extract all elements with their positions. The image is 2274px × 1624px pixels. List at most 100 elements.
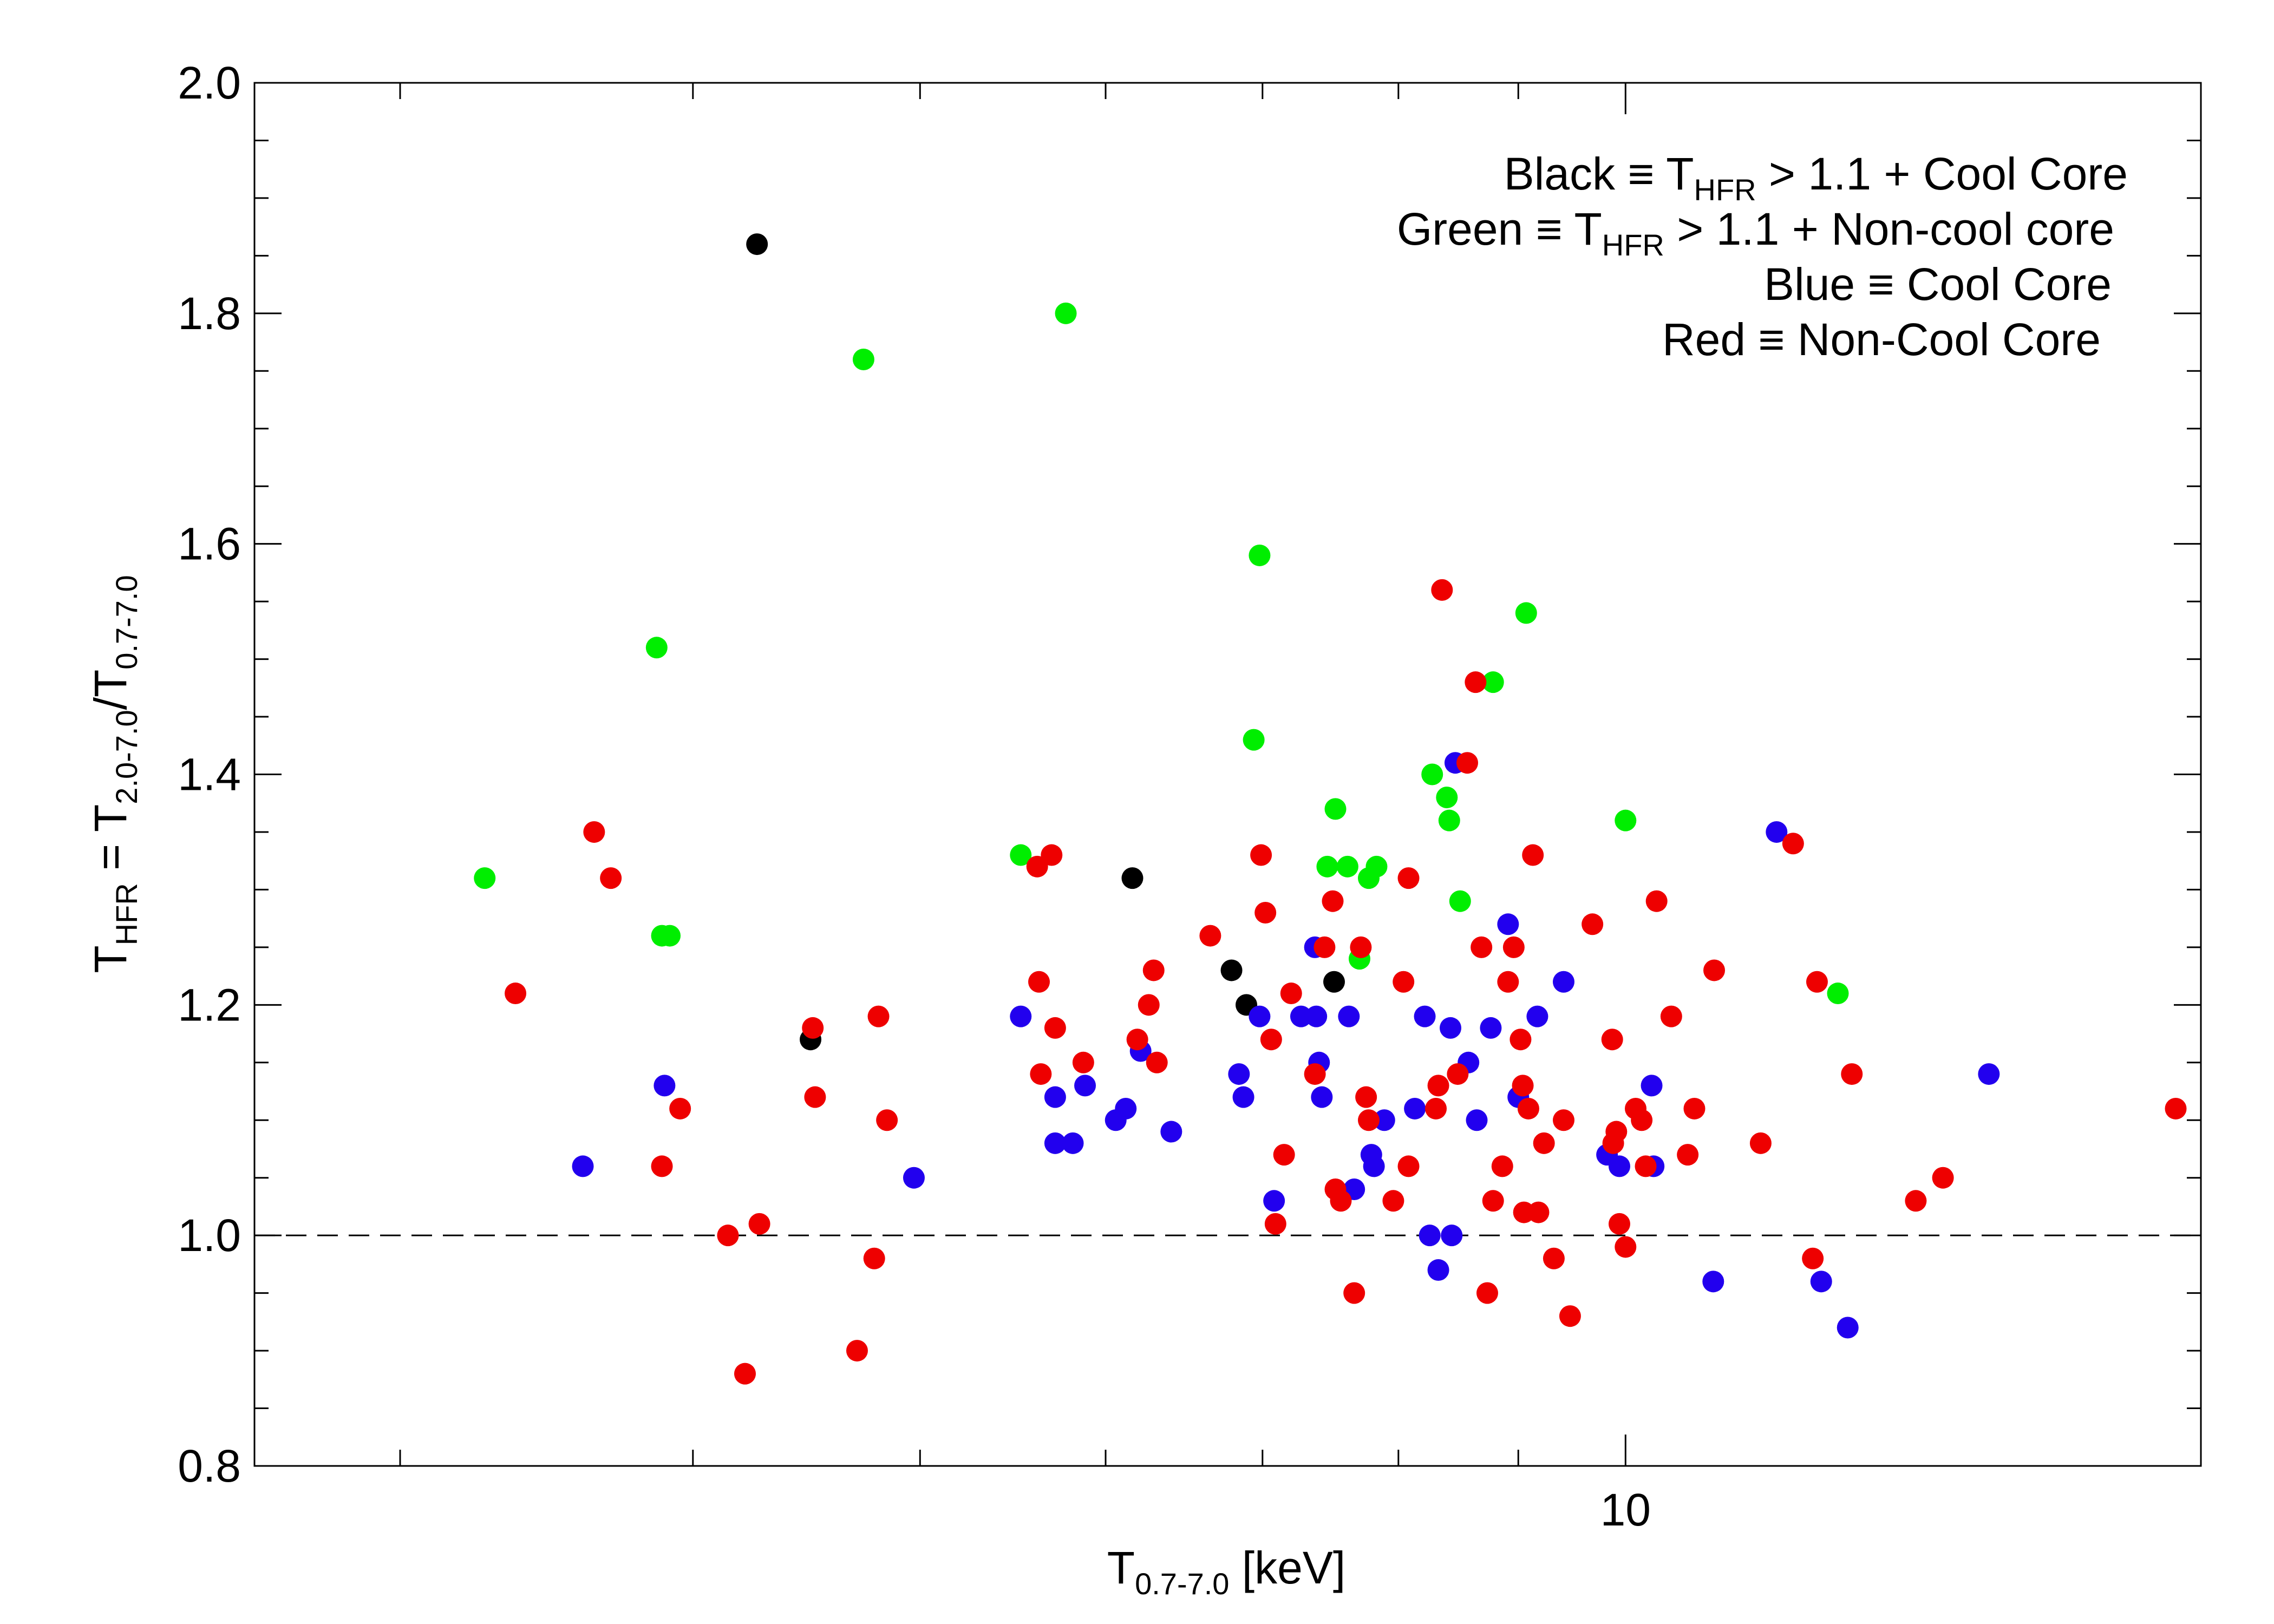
red-point (876, 1109, 898, 1131)
red-point (1456, 752, 1479, 774)
blue-point (1074, 1075, 1096, 1097)
blue-point (1404, 1097, 1426, 1119)
red-point (1932, 1167, 1954, 1189)
red-point (1026, 855, 1048, 878)
black-point (746, 233, 768, 256)
y-axis-label: THFR = T2.0-7.0/T0.7-7.0 (85, 575, 143, 973)
black-point (1323, 971, 1345, 993)
blue-point (1249, 1005, 1271, 1027)
red-point (717, 1224, 739, 1247)
red-point (1314, 936, 1336, 958)
y-tick-label: 0.8 (178, 1440, 241, 1491)
green-point (1010, 844, 1032, 866)
red-point (1393, 971, 1415, 993)
red-point (1527, 1201, 1550, 1223)
blue-point (1466, 1109, 1488, 1131)
y-tick-label: 1.4 (178, 749, 241, 800)
red-point (1635, 1155, 1657, 1177)
blue-point (1526, 1005, 1548, 1027)
red-point (1482, 1190, 1504, 1212)
green-point (1827, 983, 1849, 1005)
red-point (1280, 983, 1302, 1005)
x-axis-label: T0.7-7.0 [keV] (1107, 1542, 1345, 1601)
blue-point (1837, 1317, 1859, 1339)
red-point (867, 1005, 890, 1027)
red-point (748, 1213, 770, 1235)
blue-point (1263, 1190, 1285, 1212)
blue-point (1414, 1005, 1436, 1027)
blue-point (1228, 1063, 1250, 1085)
red-point (1476, 1282, 1498, 1304)
legend-entry: Green ≡ THFR > 1.1 + Non-cool core (1397, 204, 2114, 262)
red-point (1250, 844, 1272, 866)
red-point (1425, 1097, 1447, 1119)
blue-point (1305, 1005, 1328, 1027)
green-point (1249, 544, 1271, 566)
blue-point (1497, 913, 1519, 935)
red-point (1044, 1017, 1066, 1039)
red-point (1254, 902, 1277, 924)
red-point (1427, 1075, 1449, 1097)
red-point (1605, 1121, 1628, 1143)
red-point (1397, 1155, 1420, 1177)
red-point (505, 983, 527, 1005)
red-point (669, 1097, 691, 1119)
green-point (1336, 855, 1358, 878)
blue-point (1232, 1086, 1254, 1108)
red-point (1273, 1144, 1295, 1166)
red-point (1142, 959, 1165, 981)
red-point (1355, 1086, 1377, 1108)
red-point (583, 821, 605, 843)
red-point (1601, 1029, 1623, 1051)
blue-point (1810, 1271, 1832, 1293)
blue-point (1373, 1109, 1395, 1131)
green-point (1316, 855, 1338, 878)
red-point (1559, 1305, 1581, 1327)
red-point (734, 1363, 756, 1385)
red-point (1431, 579, 1453, 601)
red-point (651, 1155, 673, 1177)
red-point (1322, 890, 1344, 912)
blue-point (1480, 1017, 1502, 1039)
green-point (1365, 855, 1388, 878)
red-point (1543, 1247, 1565, 1269)
red-point (846, 1340, 868, 1362)
red-point (1806, 971, 1828, 993)
red-point (1138, 994, 1160, 1016)
red-point (1782, 833, 1804, 855)
red-point (1330, 1190, 1352, 1212)
legend-entry: Black ≡ THFR > 1.1 + Cool Core (1504, 148, 2128, 207)
blue-point (1363, 1155, 1385, 1177)
red-point (802, 1017, 824, 1039)
red-point (1905, 1190, 1927, 1212)
green-point (1615, 809, 1637, 831)
blue-point (1608, 1155, 1630, 1177)
blue-point (1010, 1005, 1032, 1027)
green-point (1243, 729, 1265, 751)
blue-point (1160, 1121, 1182, 1143)
green-point (1436, 787, 1458, 809)
red-point (1072, 1051, 1094, 1073)
red-point (1703, 959, 1726, 981)
red-point (1497, 971, 1519, 993)
green-point (1482, 671, 1504, 693)
green-point (1421, 763, 1443, 785)
y-tick-label: 2.0 (178, 57, 241, 108)
blue-point (1290, 1005, 1312, 1027)
blue-point (1427, 1259, 1449, 1281)
red-point (1350, 936, 1372, 958)
blue-point (1441, 1224, 1463, 1247)
red-point (1615, 1236, 1637, 1258)
red-point (1533, 1132, 1555, 1154)
y-tick-label: 1.8 (178, 288, 241, 339)
red-point (1304, 1063, 1326, 1085)
red-point (1199, 925, 1221, 947)
green-point (1055, 302, 1077, 324)
blue-point (1338, 1005, 1360, 1027)
blue-point (1419, 1224, 1441, 1247)
green-point (645, 637, 668, 659)
blue-point (1978, 1063, 2000, 1085)
red-point (600, 867, 622, 889)
